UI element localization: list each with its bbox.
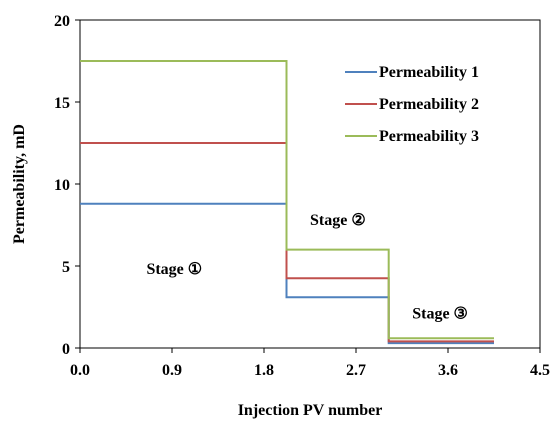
x-tick-label: 1.8 xyxy=(254,362,274,379)
axes: 0.0 0.9 1.8 2.7 3.6 4.5 0 5 10 15 20 xyxy=(54,13,550,379)
series-line-3 xyxy=(80,60,494,340)
y-tick-label: 0 xyxy=(62,341,70,358)
x-tick-label: 3.6 xyxy=(438,362,458,379)
x-tick-label: 0.0 xyxy=(70,362,90,379)
y-tick-label: 10 xyxy=(54,177,70,194)
stage-label-3: Stage ③ xyxy=(412,305,468,322)
stage-label-1: Stage ① xyxy=(146,261,202,278)
x-axis-title: Injection PV number xyxy=(238,402,383,419)
y-axis-title: Permeability, mD xyxy=(11,124,28,244)
legend-label-2: Permeability 2 xyxy=(379,96,479,113)
series-line-2 xyxy=(80,142,494,343)
series-lines xyxy=(80,60,494,345)
legend-label-1: Permeability 1 xyxy=(379,64,479,81)
stage-annotations: Stage ① Stage ② Stage ③ xyxy=(146,212,467,322)
x-tick-label: 0.9 xyxy=(162,362,182,379)
stage-label-2: Stage ② xyxy=(310,212,366,229)
x-tick-label: 4.5 xyxy=(530,362,550,379)
series-line-1 xyxy=(80,202,494,345)
x-tick-label: 2.7 xyxy=(346,362,366,379)
y-tick-label: 5 xyxy=(62,259,70,276)
y-tick-label: 20 xyxy=(54,13,70,30)
y-tick-label: 15 xyxy=(54,95,70,112)
legend: Permeability 1 Permeability 2 Permeability… xyxy=(345,64,479,145)
legend-label-3: Permeability 3 xyxy=(379,128,479,145)
